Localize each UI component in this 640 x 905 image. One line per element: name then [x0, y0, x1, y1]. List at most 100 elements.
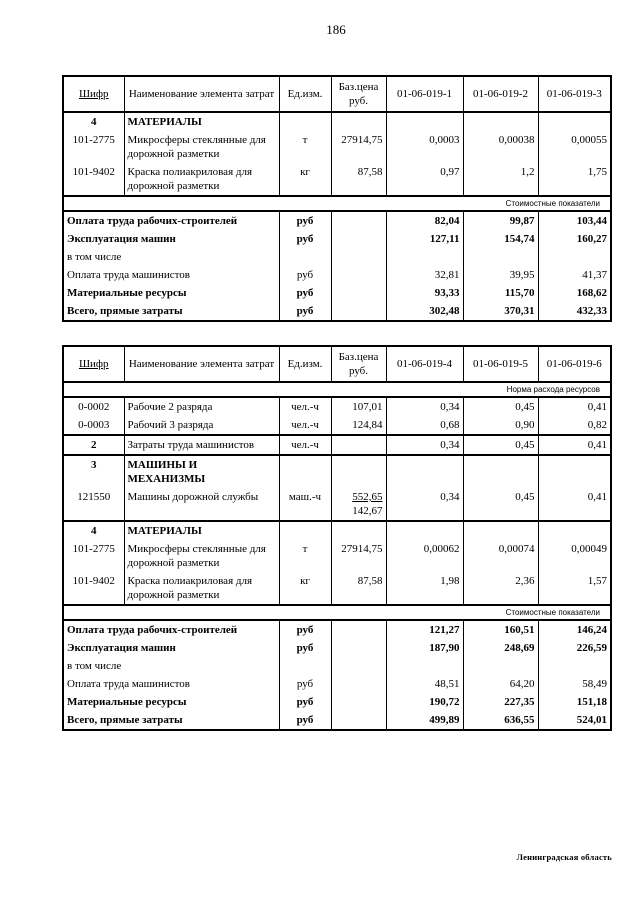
cell-cost-empty	[330, 284, 386, 302]
cell-cost-value: 151,18	[537, 693, 611, 711]
cell-name: Краска полиакриловая для дорожной размет…	[123, 572, 279, 605]
header-row: Шифр Наименование элемента затрат Ед.изм. Б…	[63, 76, 611, 113]
cost-row: Эксплуатация машин руб 127,11 154,74 160,27	[63, 230, 611, 248]
cost-row: Эксплуатация машин руб 187,90 248,69 226,59	[63, 639, 611, 657]
cell-cost-value: 168,62	[537, 284, 611, 302]
cell-norm-value: 0,00062	[385, 540, 463, 572]
cell-unit: кг	[278, 572, 331, 605]
cell-base-price	[330, 454, 386, 488]
code-header: Шифр	[63, 76, 124, 113]
cell-unit: чел.-ч	[278, 396, 331, 416]
cell-norm-value: 0,90	[462, 416, 538, 435]
cell-norm-value	[385, 111, 463, 131]
table-row: 4 МАТЕРИАЛЫ	[63, 520, 611, 540]
cell-cost-value: 499,89	[385, 711, 463, 730]
cell-norm-value: 0,34	[385, 434, 463, 455]
cell-name: Микросферы стеклянные для дорожной разме…	[123, 540, 279, 572]
table-row: 101-2775 Микросферы стеклянные для дорожн…	[63, 540, 611, 572]
norm-code-header: 01-06-019-1	[385, 76, 463, 113]
cell-cost-value: 226,59	[537, 639, 611, 657]
cost-indicators-band-label: Стоимостные показатели	[63, 195, 611, 212]
cell-cost-value	[385, 248, 463, 266]
cell-cost-unit: руб	[278, 675, 331, 693]
cell-cost-label: Материальные ресурсы	[67, 696, 187, 708]
cell-cost-label: Оплата труда рабочих-строителей	[67, 624, 238, 636]
cell-cost-empty	[330, 266, 386, 284]
cell-cost-value: 370,31	[462, 302, 538, 321]
cell-cost-value	[537, 657, 611, 675]
cell-name: МАТЕРИАЛЫ	[123, 111, 279, 131]
cell-cost-value	[462, 657, 538, 675]
cell-unit: т	[278, 540, 331, 572]
table-row: 4 МАТЕРИАЛЫ	[63, 111, 611, 131]
header-row: Шифр Наименование элемента затрат Ед.изм. Б…	[63, 346, 611, 383]
cell-code: 4	[63, 520, 124, 540]
cell-cost-value: 41,37	[537, 266, 611, 284]
cell-cost-value: 115,70	[462, 284, 538, 302]
cell-cost-value: 93,33	[385, 284, 463, 302]
resource-norms-band-label: Норма расхода ресурсов	[63, 381, 611, 398]
cell-cost-empty	[330, 211, 386, 230]
resource-norms-band: Норма расхода ресурсов	[63, 381, 611, 398]
cell-unit: кг	[278, 163, 331, 196]
cell-cost-value: 160,27	[537, 230, 611, 248]
cell-norm-value: 0,34	[385, 396, 463, 416]
cell-base-price: 552,65 142,67	[330, 488, 386, 521]
cell-norm-value	[537, 111, 611, 131]
cell-cost-unit	[278, 248, 331, 266]
cell-cost-value: 64,20	[462, 675, 538, 693]
cell-name: Машины дорожной службы	[123, 488, 279, 521]
cell-cost-value: 227,35	[462, 693, 538, 711]
cell-code: 2	[63, 434, 124, 455]
cell-norm-value: 2,36	[462, 572, 538, 605]
cell-norm-value: 0,00055	[537, 131, 611, 163]
cell-name: МАШИНЫ И МЕХАНИЗМЫ	[123, 454, 279, 488]
cell-cost-label: Эксплуатация машин	[67, 233, 176, 245]
norm-code-header: 01-06-019-5	[462, 346, 538, 383]
table-row: 0-0002 Рабочие 2 разряда чел.-ч 107,01 0,34 0…	[63, 396, 611, 416]
cell-unit	[278, 454, 331, 488]
cell-cost-unit: руб	[278, 693, 331, 711]
cell-cost-label: Материальные ресурсы	[67, 287, 187, 299]
cell-code: 4	[63, 111, 124, 131]
cell-cost-unit: руб	[278, 284, 331, 302]
cell-cost-value: 48,51	[385, 675, 463, 693]
cell-cost-label: в том числе	[67, 660, 122, 672]
cell-norm-value	[462, 454, 538, 488]
cell-cost-value	[385, 657, 463, 675]
base-price-header: Баз.цена руб.	[330, 76, 386, 113]
cell-norm-value: 1,57	[537, 572, 611, 605]
cell-norm-value	[462, 111, 538, 131]
cell-norm-value: 0,82	[537, 416, 611, 435]
cost-row: Всего, прямые затраты руб 499,89 636,55 524,…	[63, 711, 611, 730]
cell-cost-empty	[330, 302, 386, 321]
region-footer-note: Ленинградская область	[516, 852, 612, 862]
base-price-header: Баз.цена руб.	[330, 346, 386, 383]
table-row: 101-9402 Краска полиакриловая для дорожно…	[63, 163, 611, 196]
cost-row: в том числе	[63, 248, 611, 266]
cost-indicators-band: Стоимостные показатели	[63, 604, 611, 621]
table-row: 2 Затраты труда машинистов чел.-ч 0,34 0,45 0…	[63, 434, 611, 455]
cell-norm-value	[537, 454, 611, 488]
cost-row: Оплата труда машинистов руб 32,81 39,95 41,3…	[63, 266, 611, 284]
norm-code-header: 01-06-019-4	[385, 346, 463, 383]
cell-cost-value: 187,90	[385, 639, 463, 657]
cell-cost-empty	[330, 230, 386, 248]
cell-cost-value: 121,27	[385, 620, 463, 639]
cell-cost-value: 248,69	[462, 639, 538, 657]
unit-header: Ед.изм.	[278, 346, 331, 383]
cell-cost-value: 160,51	[462, 620, 538, 639]
cost-row: Оплата труда машинистов руб 48,51 64,20 58,4…	[63, 675, 611, 693]
cell-cost-unit: руб	[278, 711, 331, 730]
cell-norm-value: 0,41	[537, 488, 611, 521]
unit-header: Ед.изм.	[278, 76, 331, 113]
cell-norm-value: 0,97	[385, 163, 463, 196]
cell-norm-value: 0,68	[385, 416, 463, 435]
cell-norm-value: 1,98	[385, 572, 463, 605]
cell-norm-value: 0,45	[462, 488, 538, 521]
cost-indicators-band: Стоимостные показатели	[63, 195, 611, 212]
table-row: 0-0003 Рабочий 3 разряда чел.-ч 124,84 0,68 0…	[63, 416, 611, 435]
cell-norm-value	[385, 520, 463, 540]
cell-cost-empty	[330, 693, 386, 711]
cell-unit	[278, 520, 331, 540]
